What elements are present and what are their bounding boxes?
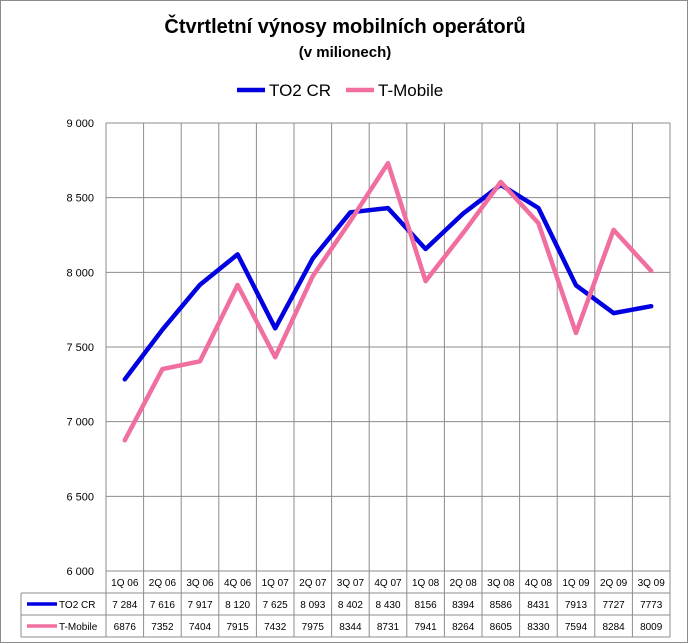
series-lines	[122, 160, 654, 443]
x-tick-label: 1Q 06	[111, 578, 139, 589]
chart-subtitle: (v milionech)	[299, 44, 392, 61]
y-tick-label: 6 000	[66, 566, 94, 578]
series-line-t-mobile	[122, 160, 654, 443]
y-tick-label: 7 500	[66, 342, 94, 354]
data-label: 8 120	[225, 600, 250, 611]
x-tick-label: 1Q 08	[412, 578, 440, 589]
x-tick-label: 2Q 09	[600, 578, 628, 589]
data-label: 7915	[226, 622, 249, 633]
data-label: 8431	[527, 600, 550, 611]
x-tick-label: 3Q 09	[638, 578, 666, 589]
data-label: 8 430	[375, 600, 400, 611]
data-label: 7 616	[150, 600, 175, 611]
data-label: 8731	[377, 622, 400, 633]
x-tick-label: 2Q 08	[450, 578, 478, 589]
table-series-name: TO2 CR	[59, 600, 96, 611]
data-label: 7 917	[187, 600, 212, 611]
data-label: 8284	[602, 622, 625, 633]
data-label: 7432	[264, 622, 287, 633]
series-line-to2-cr	[122, 182, 654, 382]
legend-label: TO2 CR	[269, 81, 331, 100]
data-label: 8 402	[338, 600, 363, 611]
data-label: 6876	[114, 622, 137, 633]
y-tick-label: 9 000	[66, 118, 94, 130]
grid-lines	[105, 122, 671, 572]
x-tick-label: 2Q 07	[299, 578, 327, 589]
data-label: 8586	[490, 600, 513, 611]
legend: TO2 CR T-Mobile	[237, 81, 443, 100]
data-label: 7727	[602, 600, 625, 611]
y-tick-label: 8 000	[66, 267, 94, 279]
data-table: 1Q 06 2Q 06 3Q 06 4Q 06 1Q 07 2Q 07 3Q 07 4Q 07…	[20, 571, 671, 638]
data-label: 8330	[527, 622, 550, 633]
data-label: 7352	[151, 622, 174, 633]
x-tick-label: 4Q 08	[525, 578, 553, 589]
y-tick-label: 6 500	[66, 491, 94, 503]
data-label: 7975	[302, 622, 325, 633]
x-tick-label: 3Q 06	[186, 578, 214, 589]
x-tick-label: 3Q 07	[337, 578, 365, 589]
data-label: 7 625	[263, 600, 288, 611]
x-tick-label: 2Q 06	[149, 578, 177, 589]
x-tick-label: 4Q 06	[224, 578, 252, 589]
legend-label: T-Mobile	[378, 81, 443, 100]
data-label: 7404	[189, 622, 212, 633]
y-tick-label: 8 500	[66, 193, 94, 205]
data-label: 7594	[565, 622, 588, 633]
data-label: 8264	[452, 622, 475, 633]
x-tick-label: 3Q 08	[487, 578, 515, 589]
data-label: 8394	[452, 600, 475, 611]
data-label: 7 284	[112, 600, 137, 611]
x-tick-label: 1Q 07	[262, 578, 290, 589]
x-tick-label: 1Q 09	[562, 578, 590, 589]
data-label: 8605	[490, 622, 513, 633]
x-tick-label: 4Q 07	[374, 578, 402, 589]
data-label: 7913	[565, 600, 588, 611]
chart-title: Čtvrtletní výnosy mobilních operátorů	[164, 14, 525, 38]
y-axis-ticks: 6 000 6 500 7 000 7 500 8 000 8 500 9 000	[66, 118, 94, 578]
y-tick-label: 7 000	[66, 417, 94, 429]
data-label: 8009	[640, 622, 663, 633]
data-label: 8344	[339, 622, 362, 633]
table-series-name: T-Mobile	[59, 622, 98, 633]
data-label: 8156	[414, 600, 437, 611]
data-label: 7773	[640, 600, 663, 611]
data-label: 7941	[414, 622, 437, 633]
data-label: 8 093	[300, 600, 325, 611]
